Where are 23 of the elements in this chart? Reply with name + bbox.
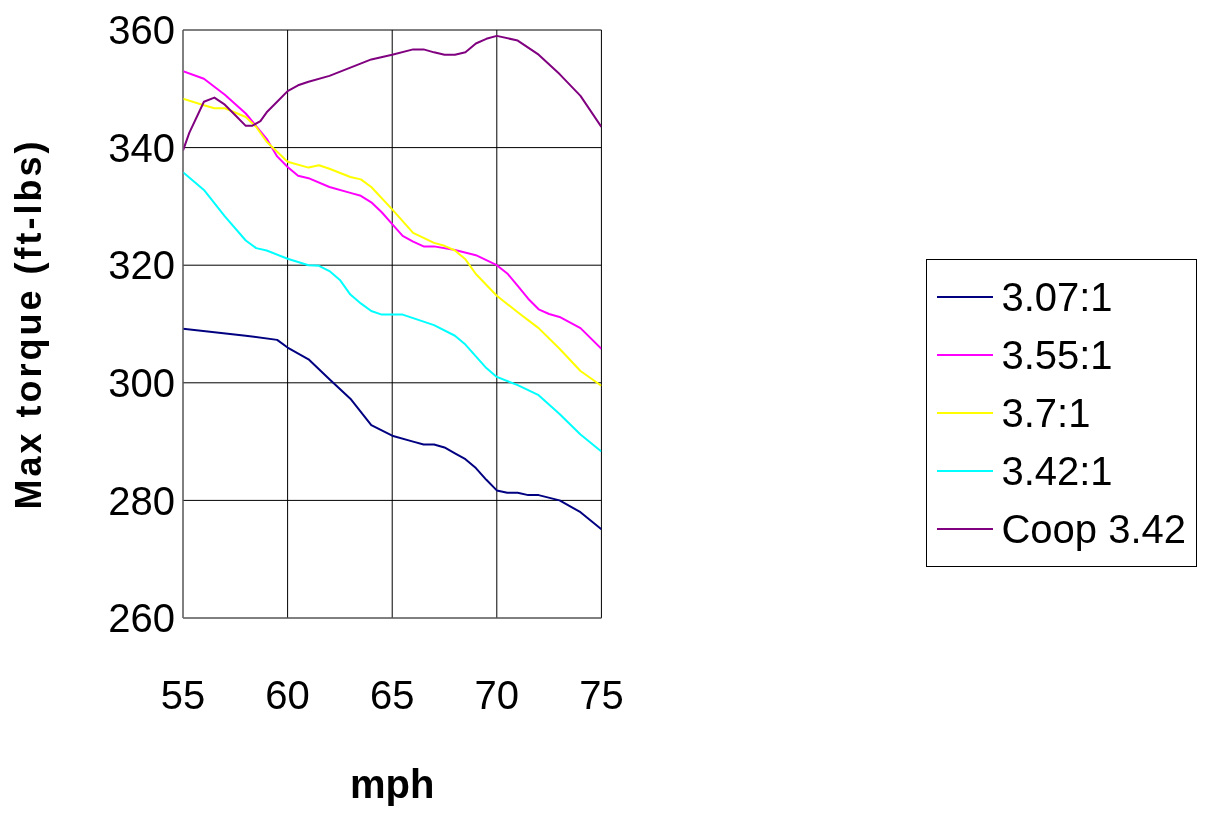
legend-label: Coop 3.42 <box>1001 506 1186 553</box>
line-series <box>183 171 602 453</box>
line-series <box>183 34 602 152</box>
x-axis-title: mph <box>349 762 435 806</box>
x-tick-label: 75 <box>579 673 624 718</box>
line-series <box>183 327 602 531</box>
legend-label: 3.42:1 <box>1001 448 1113 495</box>
line-series <box>183 97 602 387</box>
x-tick-label: 60 <box>265 673 310 718</box>
y-axis-title: Max torque (ft-lbs) <box>7 138 49 510</box>
y-tick-label: 280 <box>108 478 175 523</box>
legend-label: 3.7:1 <box>1001 390 1091 437</box>
x-tick-label: 70 <box>474 673 520 718</box>
y-tick-label: 300 <box>108 361 175 405</box>
line-series <box>183 70 602 350</box>
x-tick-label: 55 <box>160 673 206 718</box>
y-tick-label: 340 <box>108 125 175 170</box>
legend-label: 3.07:1 <box>1001 274 1113 321</box>
legend-label: 3.55:1 <box>1001 332 1113 379</box>
y-tick-label: 360 <box>108 8 175 53</box>
y-tick-label: 260 <box>108 596 175 641</box>
y-tick-label: 320 <box>108 243 175 288</box>
x-tick-label: 65 <box>369 673 415 718</box>
